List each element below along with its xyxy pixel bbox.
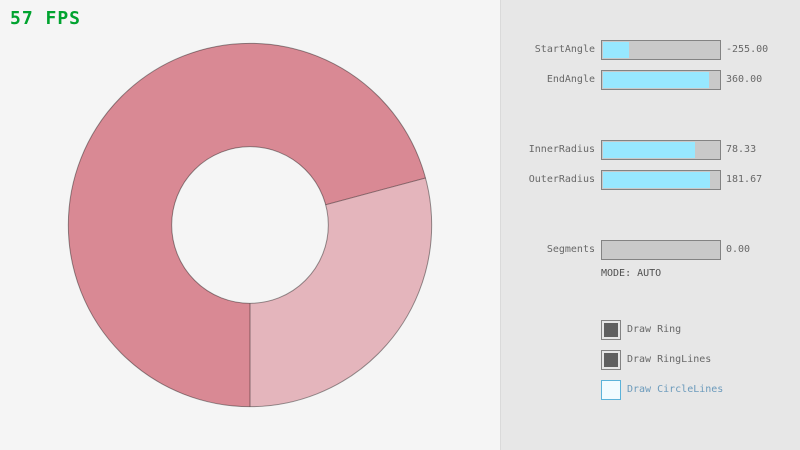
outerradius-slider-fill (603, 172, 711, 188)
draw-ring-label: Draw Ring (627, 324, 682, 335)
segments-label: Segments (546, 244, 595, 255)
checkbox-check-mark (604, 353, 618, 367)
endangle-row: EndAngle 360.00 (501, 70, 800, 90)
ring-single-sector (250, 177, 432, 407)
draw-circlelines-label: Draw CircleLines (627, 384, 724, 395)
startangle-label: StartAngle (534, 44, 595, 55)
innerradius-slider-fill (603, 142, 696, 158)
endangle-slider-fill (603, 72, 710, 88)
innerradius-label: InnerRadius (528, 144, 595, 155)
startangle-value: -255.00 (726, 44, 769, 55)
startangle-slider-fill (603, 42, 629, 58)
segments-value: 0.00 (726, 244, 751, 255)
ring-canvas (67, 42, 433, 408)
innerradius-row: InnerRadius 78.33 (501, 140, 800, 160)
draw-ringlines-row: Draw RingLines (501, 350, 800, 370)
outerradius-slider[interactable] (601, 170, 721, 190)
segments-slider[interactable] (601, 240, 721, 260)
endangle-slider[interactable] (601, 70, 721, 90)
ring-start-line (325, 177, 426, 206)
startangle-slider[interactable] (601, 40, 721, 60)
draw-circlelines-checkbox[interactable] (601, 380, 621, 400)
draw-ringlines-label: Draw RingLines (627, 354, 712, 365)
outerradius-value: 181.67 (726, 174, 763, 185)
startangle-row: StartAngle -255.00 (501, 40, 800, 60)
ring-outer-outline (67, 42, 433, 408)
draw-ring-checkbox[interactable] (601, 320, 621, 340)
draw-ring-row: Draw Ring (501, 320, 800, 340)
outerradius-row: OuterRadius 181.67 (501, 170, 800, 190)
draw-ringlines-checkbox[interactable] (601, 350, 621, 370)
mode-label: MODE: AUTO (601, 268, 662, 279)
segments-row: Segments 0.00 (501, 240, 800, 260)
draw-circlelines-row: Draw CircleLines (501, 380, 800, 400)
endangle-value: 360.00 (726, 74, 763, 85)
innerradius-slider[interactable] (601, 140, 721, 160)
checkbox-check-mark (604, 323, 618, 337)
innerradius-value: 78.33 (726, 144, 757, 155)
ring-overlap-sector (68, 43, 426, 407)
fps-counter: 57 FPS (10, 8, 82, 29)
outerradius-label: OuterRadius (528, 174, 595, 185)
controls-panel: StartAngle -255.00 EndAngle 360.00 Inner… (500, 0, 800, 450)
endangle-label: EndAngle (546, 74, 595, 85)
ring-inner-outline (171, 146, 329, 304)
